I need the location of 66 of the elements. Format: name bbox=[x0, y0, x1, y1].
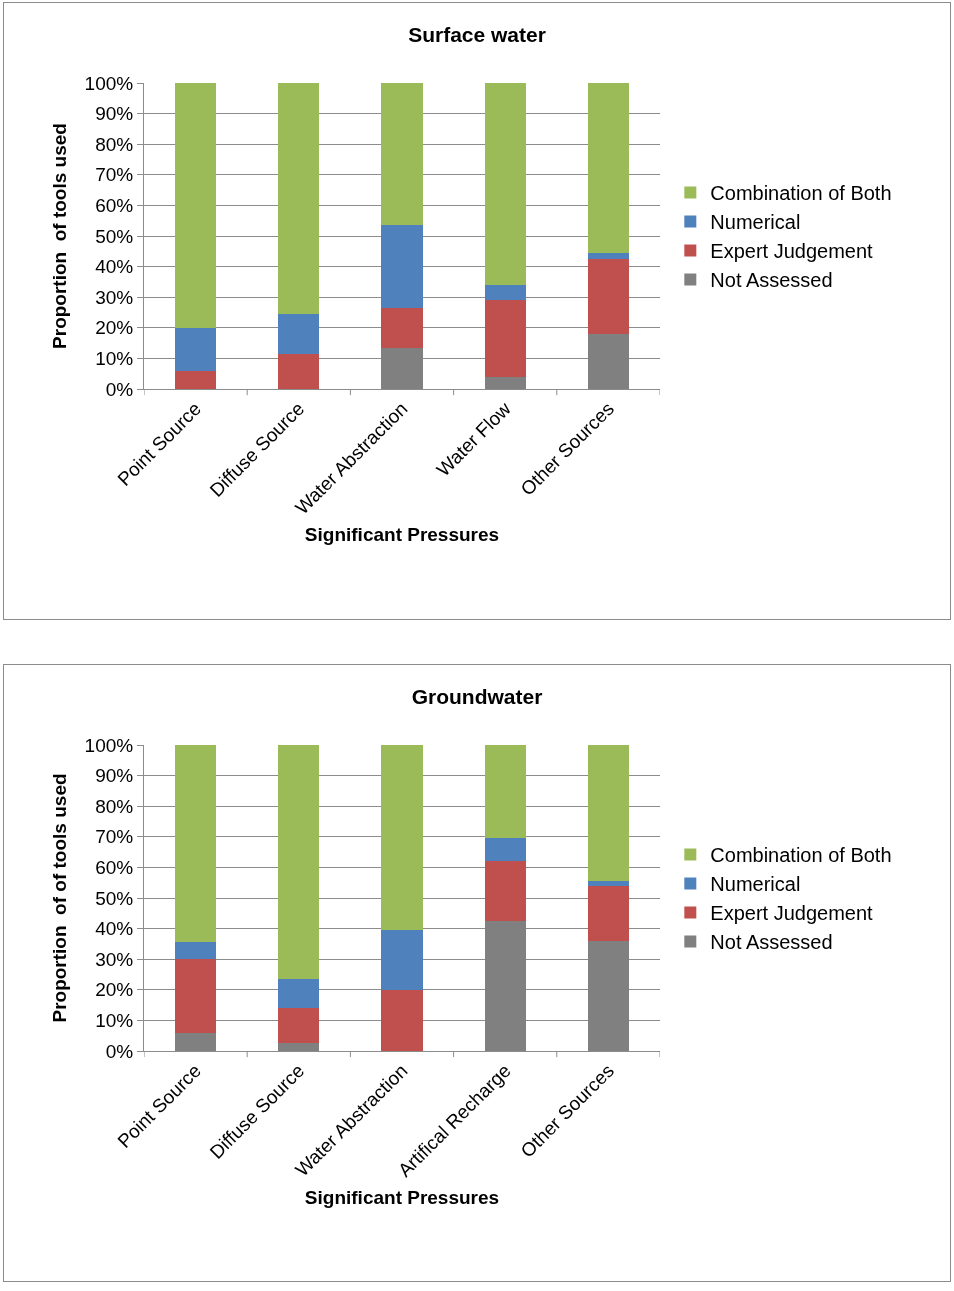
y-tick-label: 100% bbox=[84, 734, 134, 756]
bar bbox=[484, 83, 526, 285]
bar bbox=[278, 83, 320, 315]
y-tick-label: 10% bbox=[95, 348, 134, 370]
legend-label: Numerical bbox=[710, 873, 801, 896]
y-tick-label: 90% bbox=[95, 765, 134, 787]
legend-label: Not Assessed bbox=[710, 269, 833, 292]
y-tick-label: 20% bbox=[95, 979, 134, 1001]
y-tick-label: 20% bbox=[95, 317, 134, 339]
bar bbox=[484, 838, 526, 862]
legend-label: Combination of Both bbox=[710, 844, 892, 867]
bar bbox=[174, 942, 217, 960]
bar bbox=[278, 745, 320, 980]
bar bbox=[587, 745, 630, 882]
bar bbox=[587, 885, 630, 941]
y-tick-label: 40% bbox=[95, 918, 134, 940]
x-axis-title: Significant Pressures bbox=[304, 1186, 500, 1208]
bar bbox=[381, 745, 423, 931]
chart-title: Surface water bbox=[408, 23, 546, 47]
bar bbox=[484, 861, 526, 921]
bar bbox=[278, 1008, 320, 1044]
y-tick-label: 40% bbox=[95, 256, 134, 278]
y-tick-label: 0% bbox=[105, 378, 134, 400]
y-tick-label: 80% bbox=[95, 133, 134, 155]
bar bbox=[278, 353, 320, 389]
y-tick-label: 60% bbox=[95, 195, 134, 217]
legend-label: Expert Judgement bbox=[710, 902, 874, 925]
bar bbox=[381, 83, 423, 226]
y-tick-label: 50% bbox=[95, 887, 134, 909]
y-tick-label: 30% bbox=[95, 948, 134, 970]
chart-title: Groundwater bbox=[411, 685, 543, 709]
bar bbox=[587, 83, 630, 253]
bar bbox=[174, 83, 217, 328]
y-tick-label: 80% bbox=[95, 795, 134, 817]
bar bbox=[381, 989, 423, 1051]
y-tick-label: 50% bbox=[95, 225, 134, 247]
y-axis-title: Proportion of of tools used bbox=[49, 773, 71, 1023]
y-tick-label: 10% bbox=[95, 1010, 134, 1032]
bar bbox=[484, 284, 526, 301]
bar bbox=[484, 745, 526, 839]
y-axis-title: Proportion of tools used bbox=[49, 123, 71, 349]
bar bbox=[278, 979, 320, 1009]
bar bbox=[587, 881, 630, 886]
bar bbox=[381, 225, 423, 308]
legend-label: Not Assessed bbox=[710, 931, 833, 954]
bar bbox=[484, 300, 526, 377]
y-tick-label: 70% bbox=[95, 164, 134, 186]
legend-label: Expert Judgement bbox=[710, 240, 874, 263]
legend-label: Combination of Both bbox=[710, 182, 892, 205]
legend-label: Numerical bbox=[710, 211, 801, 234]
x-axis-title: Significant Pressures bbox=[304, 524, 500, 546]
bar bbox=[278, 314, 320, 354]
bar bbox=[174, 327, 217, 371]
bar bbox=[381, 307, 423, 348]
y-tick-label: 0% bbox=[105, 1040, 134, 1062]
bar bbox=[381, 930, 423, 990]
y-tick-label: 100% bbox=[84, 72, 134, 94]
bar bbox=[587, 258, 630, 334]
y-tick-label: 70% bbox=[95, 826, 134, 848]
y-tick-label: 90% bbox=[95, 103, 134, 125]
y-tick-label: 60% bbox=[95, 857, 134, 879]
bar bbox=[174, 745, 217, 943]
bar bbox=[587, 252, 630, 259]
bar bbox=[174, 959, 217, 1033]
bar bbox=[174, 370, 217, 389]
y-tick-label: 30% bbox=[95, 286, 134, 308]
